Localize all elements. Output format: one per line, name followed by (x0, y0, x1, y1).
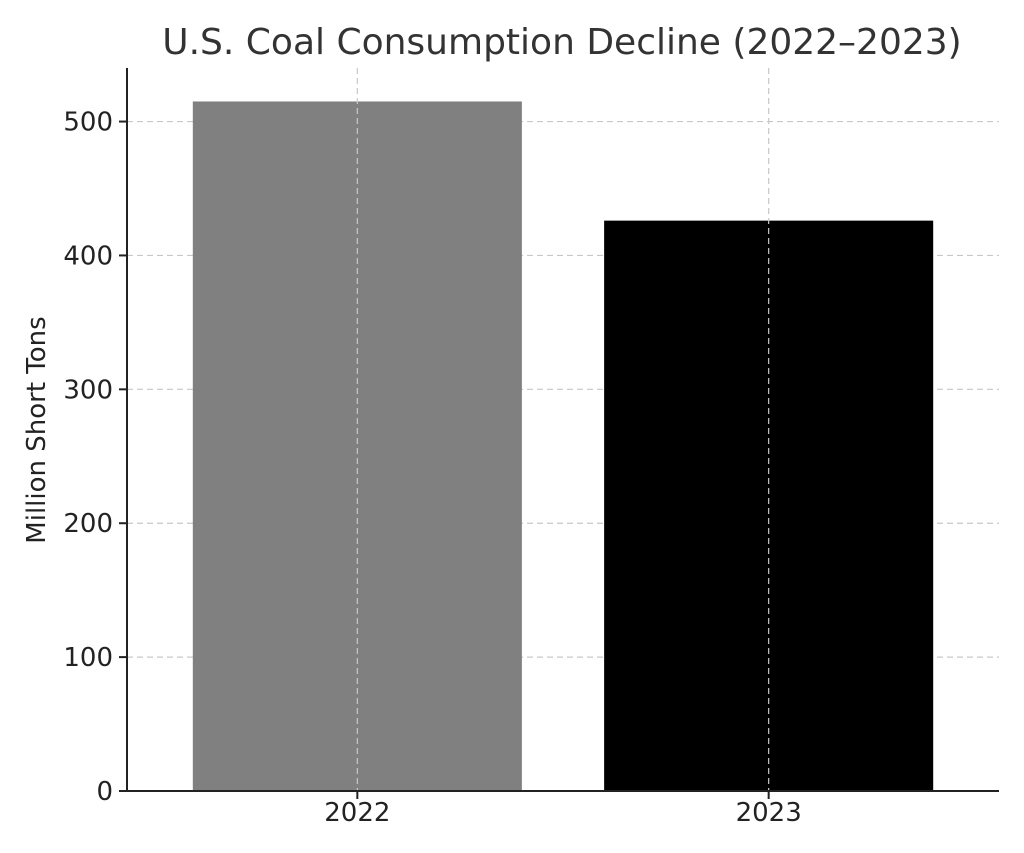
x-tick-label: 2022 (324, 798, 390, 828)
bars-layer (192, 101, 934, 792)
chart-title: U.S. Coal Consumption Decline (2022–2023… (162, 22, 961, 63)
x-ticks-layer: 2022 2023 (324, 791, 802, 828)
y-tick-label: 500 (63, 108, 113, 138)
y-axis-label: Million Short Tons (22, 316, 52, 543)
y-tick-label: 100 (63, 643, 113, 673)
y-ticks-layer: 0 100 200 300 400 500 (63, 108, 127, 807)
bar-2023 (604, 220, 934, 792)
x-tick-label: 2023 (736, 798, 802, 828)
y-tick-label: 300 (63, 375, 113, 405)
y-tick-label: 200 (63, 509, 113, 539)
bar-2022 (192, 101, 522, 791)
y-tick-label: 0 (96, 777, 113, 807)
vertical-grid-layer (356, 68, 770, 791)
y-tick-label: 400 (63, 241, 113, 271)
